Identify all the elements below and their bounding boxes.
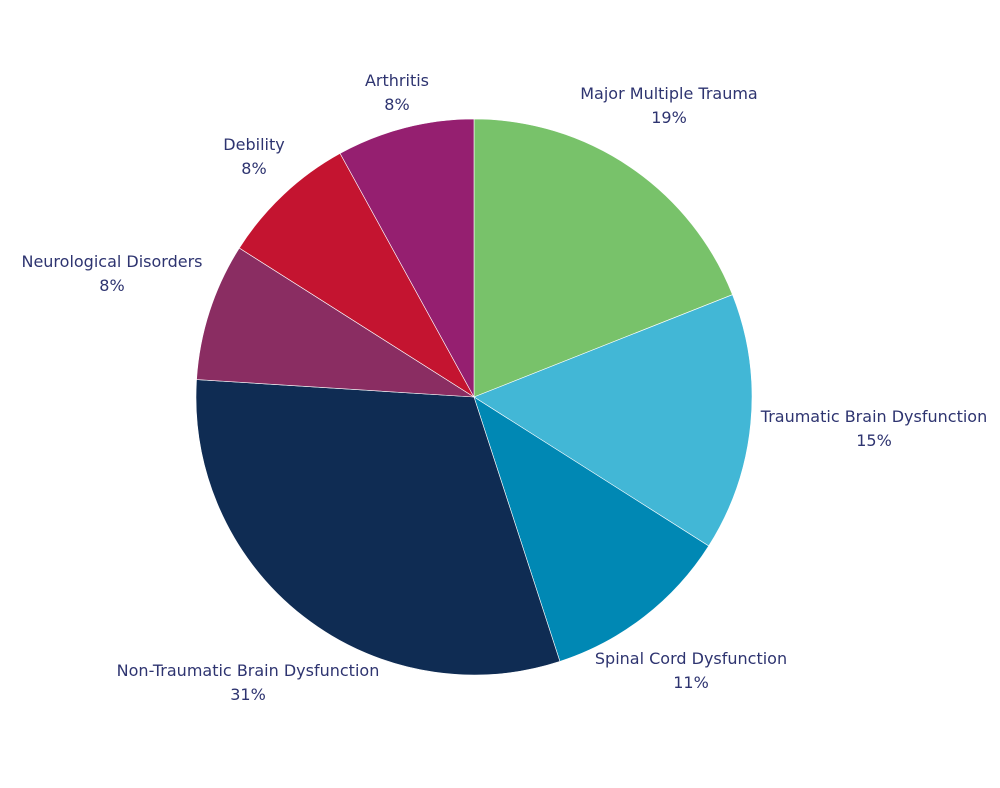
slice-value-major-multiple-trauma: 19% <box>651 108 687 127</box>
slices-layer <box>195 118 753 676</box>
slice-major-multiple-trauma <box>473 118 733 398</box>
slice-value-spinal-cord-dysfunction: 11% <box>673 673 709 692</box>
slice-label-arthritis: Arthritis <box>365 71 429 90</box>
slice-value-traumatic-brain-dysfunction: 15% <box>856 431 892 450</box>
slice-traumatic-brain-dysfunction <box>473 294 753 547</box>
slice-neurological-disorders <box>196 247 475 398</box>
slice-spinal-cord-dysfunction <box>473 396 710 662</box>
slice-value-neurological-disorders: 8% <box>99 276 124 295</box>
slice-arthritis <box>339 118 475 398</box>
slice-label-debility: Debility <box>223 135 284 154</box>
slice-label-non-traumatic-brain-dysfunction: Non-Traumatic Brain Dysfunction <box>117 661 380 680</box>
slice-debility <box>238 152 475 398</box>
slice-value-non-traumatic-brain-dysfunction: 31% <box>230 685 266 704</box>
slice-value-debility: 8% <box>241 159 266 178</box>
slice-label-major-multiple-trauma: Major Multiple Trauma <box>580 84 757 103</box>
slice-label-spinal-cord-dysfunction: Spinal Cord Dysfunction <box>595 649 787 668</box>
slice-label-neurological-disorders: Neurological Disorders <box>21 252 202 271</box>
labels-layer: Major Multiple Trauma 19% Traumatic Brain … <box>21 71 987 704</box>
slice-non-traumatic-brain-dysfunction <box>195 379 561 676</box>
slice-label-traumatic-brain-dysfunction: Traumatic Brain Dysfunction <box>760 407 987 426</box>
slice-value-arthritis: 8% <box>384 95 409 114</box>
